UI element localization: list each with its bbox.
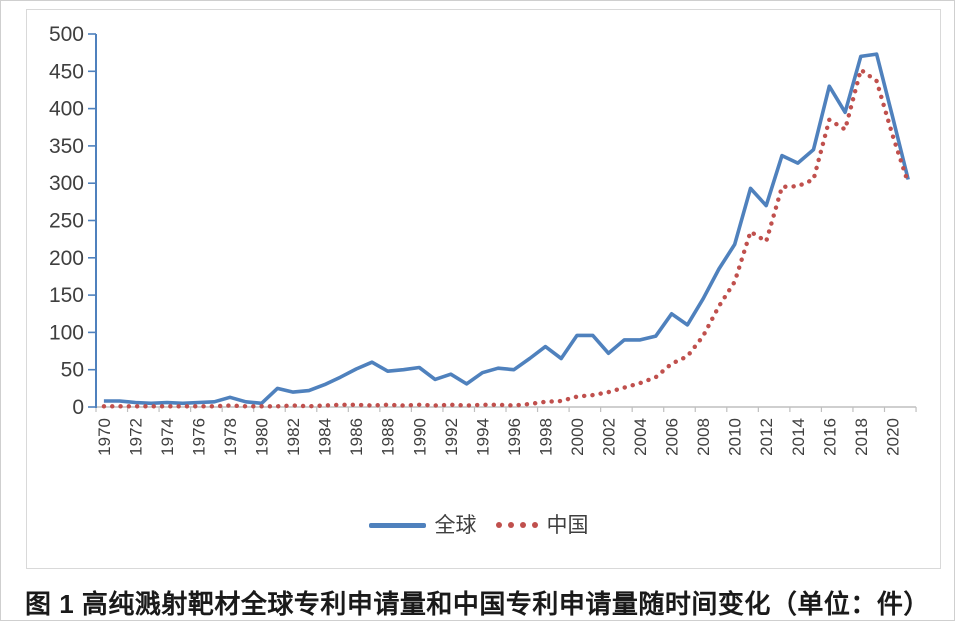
y-tick-label: 50 — [61, 359, 84, 382]
x-tick-label: 1988 — [379, 418, 398, 456]
x-tick-label: 2012 — [757, 418, 776, 456]
x-tick-label: 2010 — [726, 418, 745, 456]
legend-global-label: 全球 — [434, 513, 477, 537]
y-tick-label: 450 — [49, 60, 84, 83]
x-tick-label: 1974 — [158, 418, 177, 456]
chart-legend: 全球 中国 — [1, 512, 955, 538]
x-tick-label: 2020 — [883, 418, 902, 456]
figure-caption: 图 1 高纯溅射靶材全球专利申请量和中国专利申请量随时间变化（单位：件） — [25, 589, 930, 619]
x-tick-label: 1978 — [221, 418, 240, 456]
x-tick-label: 1970 — [95, 418, 114, 456]
x-tick-label: 2002 — [600, 418, 619, 456]
y-tick-label: 400 — [49, 98, 84, 121]
legend-global-line-swatch — [368, 522, 426, 528]
x-tick-label: 1984 — [316, 418, 335, 456]
x-tick-label: 1994 — [473, 418, 492, 456]
x-tick-label: 2014 — [789, 418, 808, 456]
legend-china-label: 中国 — [546, 513, 589, 537]
x-tick-label: 1998 — [536, 418, 555, 456]
x-tick-label: 1972 — [126, 418, 145, 456]
x-tick-label: 2016 — [820, 418, 839, 456]
y-tick-label: 150 — [49, 284, 84, 307]
x-tick-label: 1992 — [442, 418, 461, 456]
y-tick-label: 100 — [49, 321, 84, 344]
y-tick-label: 200 — [49, 247, 84, 270]
x-tick-label: 2004 — [631, 418, 650, 456]
global-series-line — [103, 52, 910, 406]
chart-frame — [26, 9, 941, 569]
x-tick-label: 1976 — [190, 418, 209, 456]
x-tick-label: 1982 — [284, 418, 303, 456]
legend-china-dots-swatch — [495, 522, 538, 528]
y-tick-label: 500 — [49, 23, 84, 46]
x-tick-label: 2008 — [694, 418, 713, 456]
x-tick-label: 2018 — [852, 418, 871, 456]
y-tick-label: 350 — [49, 135, 84, 158]
x-tick-label: 1996 — [505, 418, 524, 456]
x-tick-label: 2006 — [663, 418, 682, 456]
y-tick-label: 250 — [49, 210, 84, 233]
x-tick-label: 1990 — [410, 418, 429, 456]
x-tick-label: 2000 — [568, 418, 587, 456]
y-tick-label: 0 — [72, 396, 84, 419]
x-tick-label: 1986 — [347, 418, 366, 456]
china-series-line — [101, 67, 911, 409]
x-tick-label: 1980 — [253, 418, 272, 456]
y-tick-label: 300 — [49, 172, 84, 195]
